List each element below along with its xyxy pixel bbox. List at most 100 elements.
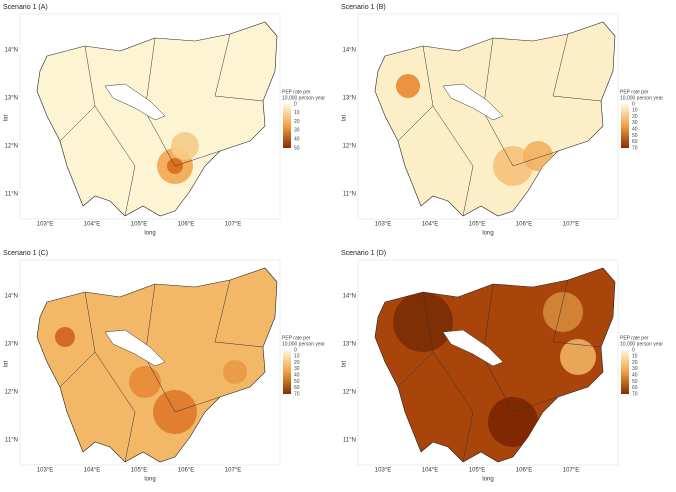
x-tick-label: 107°E — [563, 222, 579, 228]
y-tick-label: 12°N — [343, 390, 356, 396]
legend-tick-label: 10 — [632, 354, 638, 360]
legend-title: PEP rate per — [282, 89, 311, 95]
y-tick-label: 11°N — [343, 438, 356, 444]
legend-bar — [621, 104, 629, 148]
legend-title: 10,000 person year — [620, 341, 663, 347]
legend-tick-label: 10 — [294, 354, 300, 360]
y-tick-label: 13°N — [5, 342, 18, 348]
province-borders — [397, 33, 602, 217]
legend-title: 10,000 person year — [282, 95, 325, 101]
legend-tick-label: 40 — [294, 372, 300, 378]
x-tick-label: 106°E — [178, 468, 194, 474]
region — [543, 292, 583, 332]
panel-title: Scenario 1 (B) — [341, 4, 386, 11]
legend-bar — [621, 350, 629, 394]
y-tick-label: 12°N — [5, 144, 18, 150]
region — [129, 366, 161, 398]
y-tick-label: 13°N — [5, 96, 18, 102]
x-tick-label: 105°E — [469, 468, 485, 474]
map — [36, 267, 278, 463]
legend-tick-label: 0 — [294, 101, 297, 107]
legend-tick-label: 30 — [632, 120, 638, 126]
x-tick-label: 105°E — [131, 222, 147, 228]
map — [374, 267, 616, 463]
x-tick-label: 105°E — [469, 222, 485, 228]
y-axis-label: lat — [342, 361, 348, 368]
legend-tick-label: 60 — [632, 385, 638, 391]
y-tick-label: 11°N — [343, 192, 356, 198]
region — [396, 74, 420, 98]
x-tick-label: 106°E — [516, 468, 532, 474]
region — [171, 132, 199, 160]
legend-tick-label: 30 — [294, 366, 300, 372]
y-tick-label: 14°N — [5, 48, 18, 54]
x-tick-label: 104°E — [422, 222, 438, 228]
legend-tick-label: 70 — [632, 391, 638, 397]
y-tick-label: 13°N — [343, 96, 356, 102]
y-tick-label: 13°N — [343, 342, 356, 348]
x-axis-label: long — [144, 477, 155, 483]
y-tick-label: 14°N — [343, 48, 356, 54]
region — [223, 360, 247, 384]
x-axis-label: long — [482, 477, 493, 483]
x-tick-label: 106°E — [178, 222, 194, 228]
legend-tick-label: 0 — [632, 347, 635, 353]
x-tick-label: 103°E — [37, 468, 53, 474]
legend-title: PEP rate per — [620, 89, 649, 95]
legend-title: PEP rate per — [282, 335, 311, 341]
legend-tick-label: 0 — [294, 347, 297, 353]
y-axis-label: lat — [4, 115, 10, 122]
x-tick-label: 107°E — [563, 468, 579, 474]
panel-title: Scenario 1 (D) — [341, 250, 386, 257]
legend-tick-label: 10 — [294, 110, 300, 116]
map — [36, 21, 278, 217]
region — [488, 397, 538, 447]
panel-title: Scenario 1 (A) — [3, 4, 48, 11]
legend-tick-label: 60 — [632, 139, 638, 145]
legend-title: 10,000 person year — [282, 341, 325, 347]
legend-bar — [283, 350, 291, 394]
legend-tick-label: 70 — [632, 145, 638, 151]
legend-tick-label: 20 — [294, 119, 300, 125]
legend-tick-label: 20 — [632, 360, 638, 366]
legend-tick-label: 70 — [294, 391, 300, 397]
legend-tick-label: 50 — [632, 379, 638, 385]
region — [523, 141, 553, 171]
province-borders — [59, 33, 264, 217]
x-tick-label: 104°E — [422, 468, 438, 474]
legend-tick-label: 40 — [632, 372, 638, 378]
legend-tick-label: 0 — [632, 101, 635, 107]
panel-title: Scenario 1 (C) — [3, 250, 48, 257]
region — [393, 292, 453, 352]
legend-title: 10,000 person year — [620, 95, 663, 101]
x-tick-label: 103°E — [37, 222, 53, 228]
legend-tick-label: 30 — [632, 366, 638, 372]
province-borders — [397, 279, 602, 463]
x-tick-label: 105°E — [131, 468, 147, 474]
legend-tick-label: 60 — [294, 385, 300, 391]
legend-bar — [283, 104, 291, 148]
region — [560, 339, 596, 375]
y-tick-label: 14°N — [343, 294, 356, 300]
x-tick-label: 107°E — [225, 468, 241, 474]
x-tick-label: 104°E — [84, 468, 100, 474]
x-tick-label: 104°E — [84, 222, 100, 228]
x-tick-label: 103°E — [375, 468, 391, 474]
y-tick-label: 12°N — [343, 144, 356, 150]
y-tick-label: 11°N — [5, 192, 18, 198]
y-tick-label: 14°N — [5, 294, 18, 300]
legend-tick-label: 40 — [294, 137, 300, 143]
legend-tick-label: 50 — [294, 145, 300, 151]
x-axis-label: long — [482, 231, 493, 237]
legend-tick-label: 50 — [294, 379, 300, 385]
y-tick-label: 11°N — [5, 438, 18, 444]
province-borders — [59, 279, 264, 463]
legend-tick-label: 30 — [294, 128, 300, 134]
legend-title: PEP rate per — [620, 335, 649, 341]
x-tick-label: 107°E — [225, 222, 241, 228]
y-tick-label: 12°N — [5, 390, 18, 396]
legend-tick-label: 10 — [632, 108, 638, 114]
x-tick-label: 106°E — [516, 222, 532, 228]
y-axis-label: lat — [4, 361, 10, 368]
